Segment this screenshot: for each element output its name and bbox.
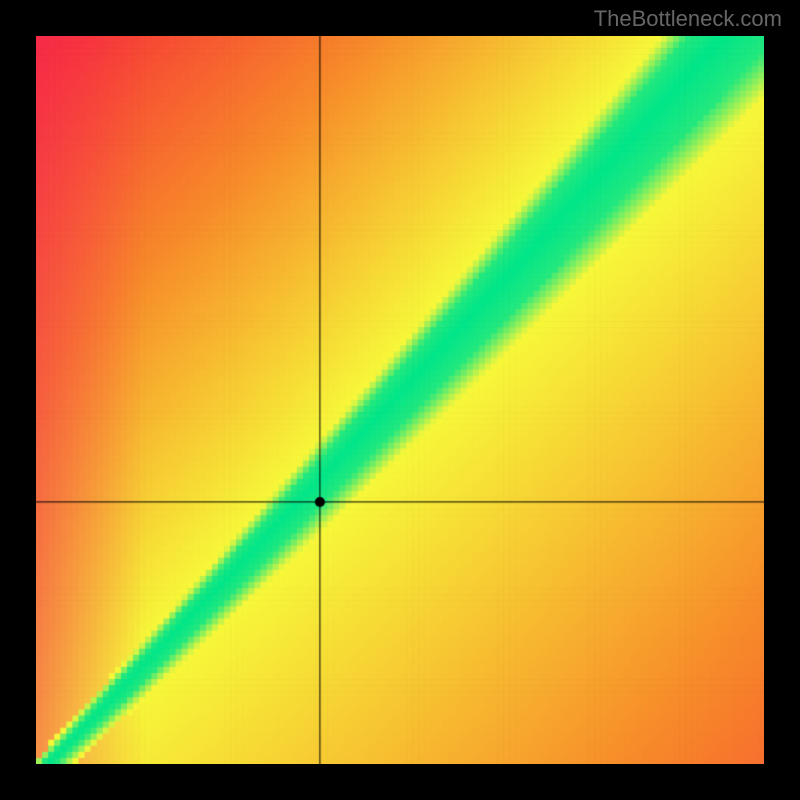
plot-area xyxy=(36,36,764,764)
heatmap-canvas xyxy=(36,36,764,764)
chart-container: TheBottleneck.com xyxy=(0,0,800,800)
watermark-text: TheBottleneck.com xyxy=(594,6,782,32)
